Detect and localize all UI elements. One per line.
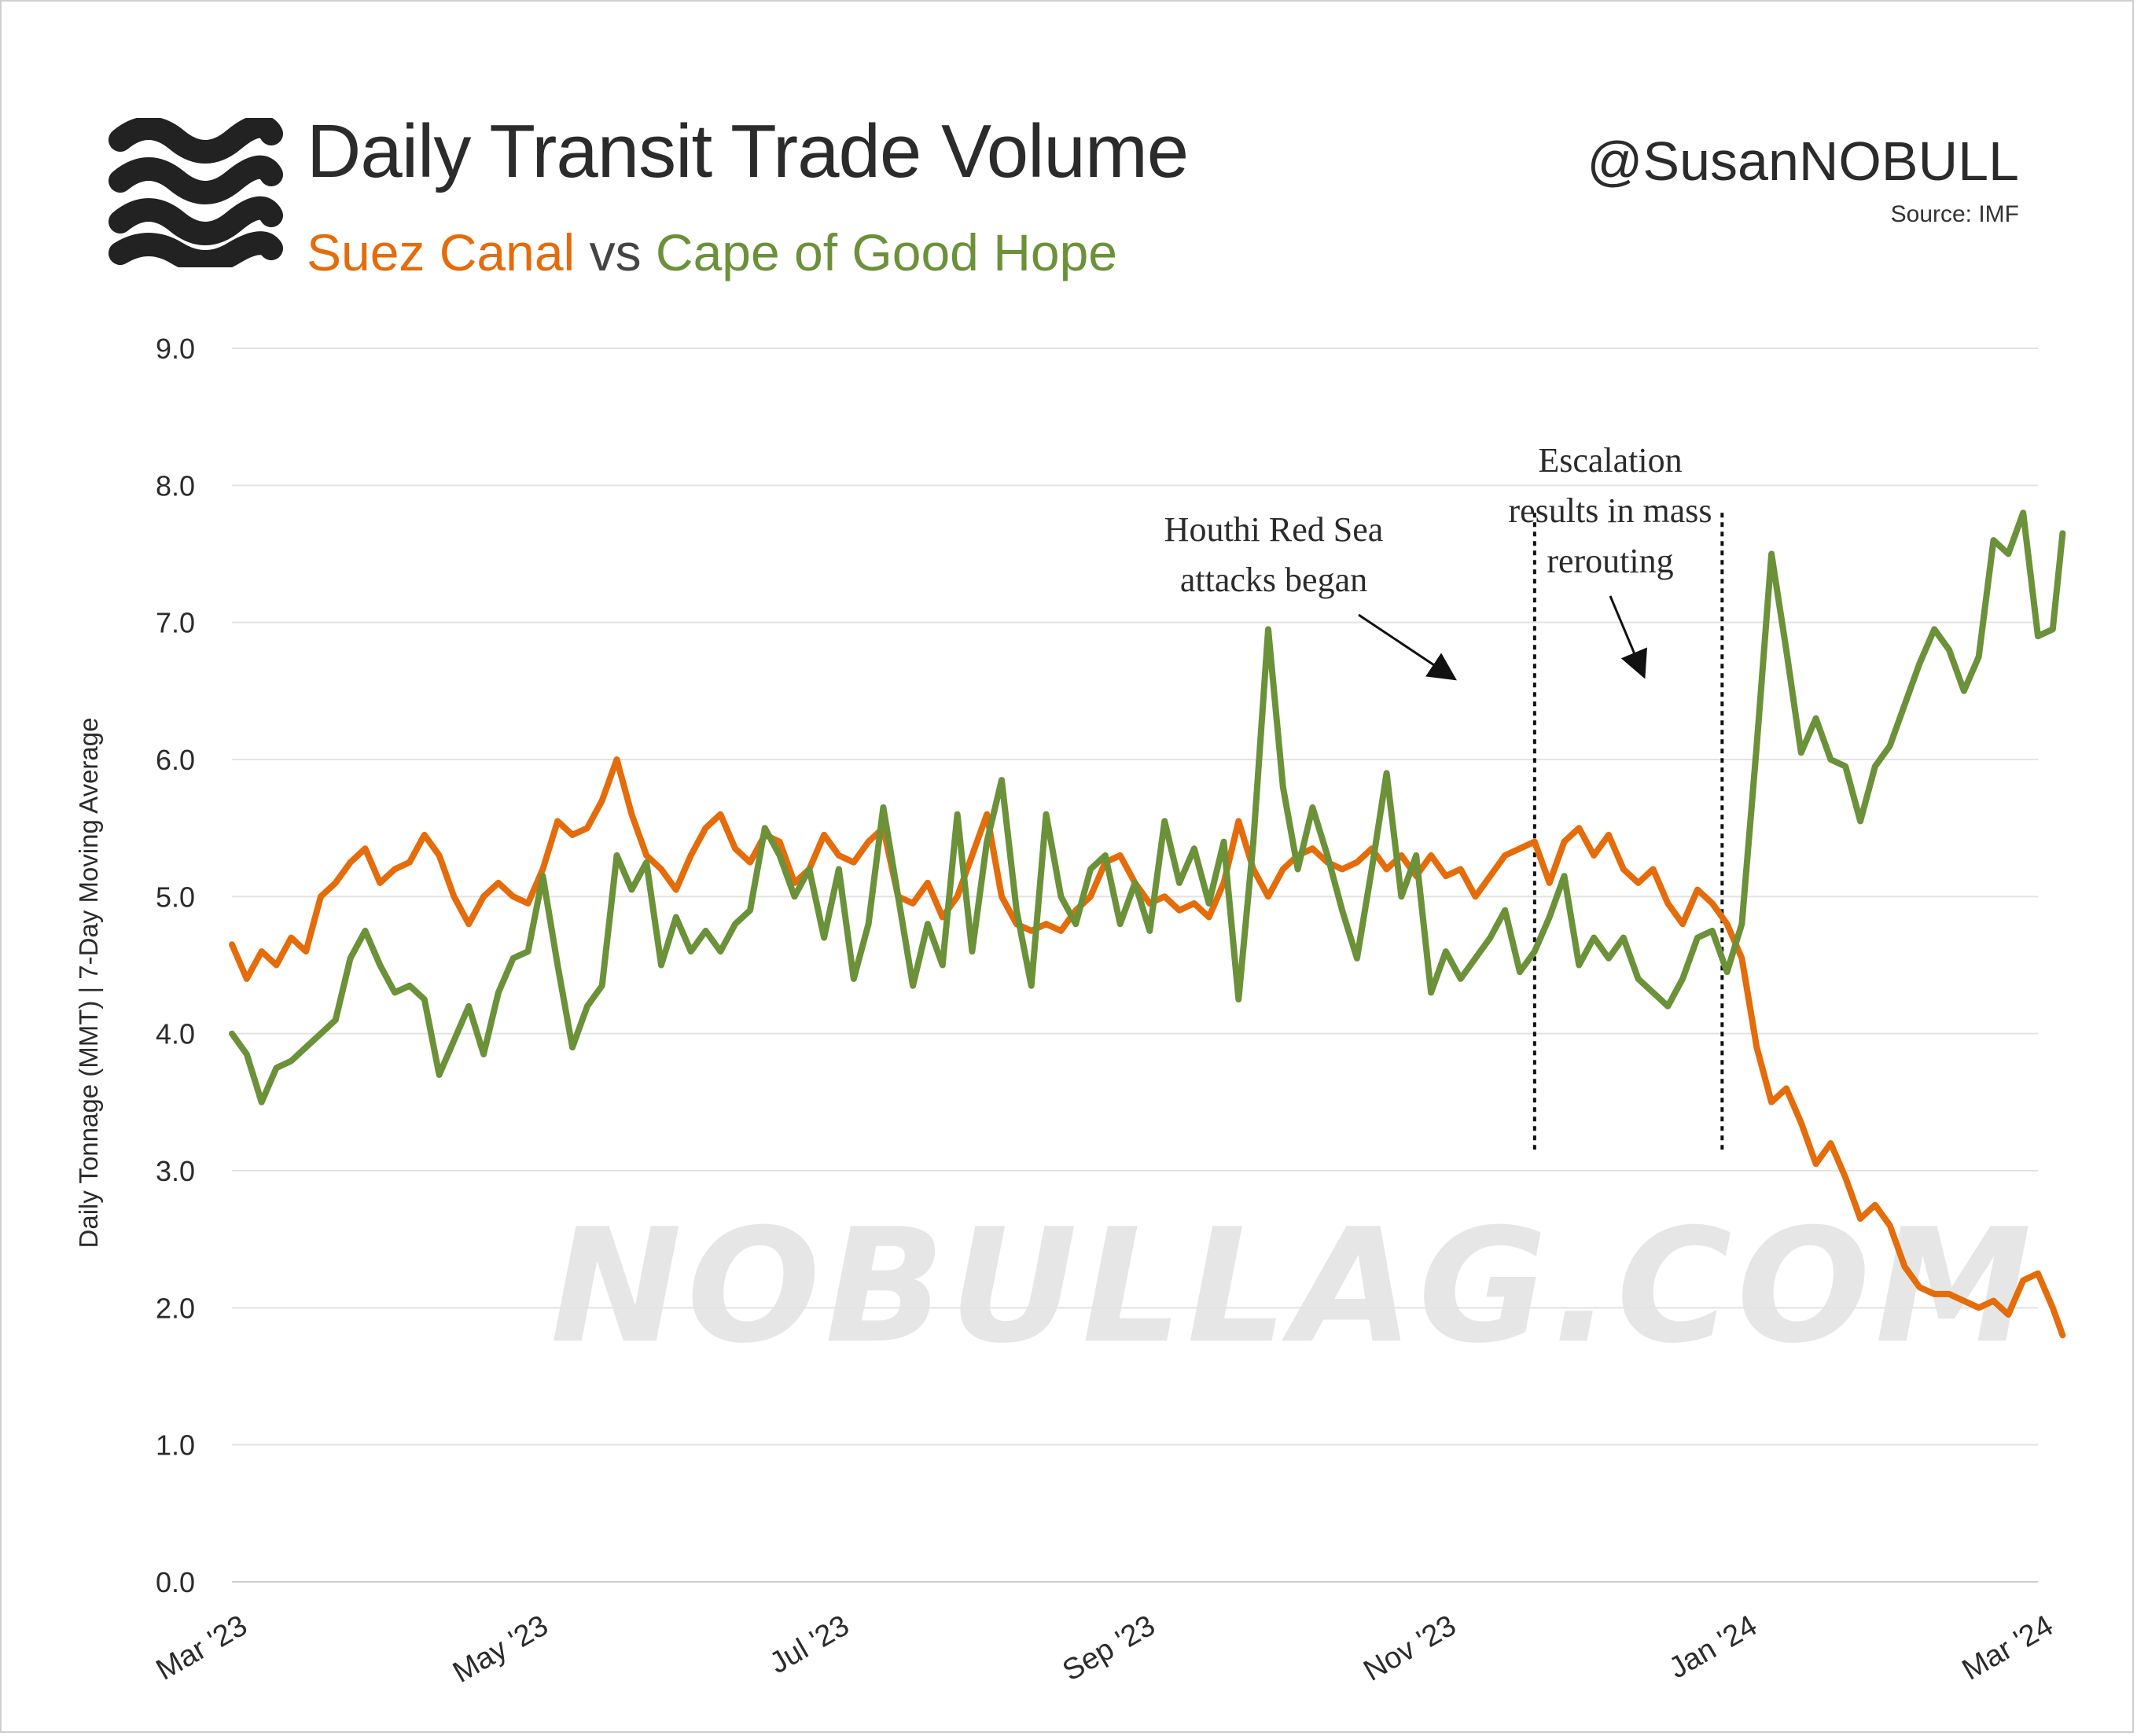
y-tick-label: 9.0 (156, 333, 195, 365)
y-tick-label: 2.0 (156, 1292, 195, 1324)
annotation-text: attacks began (1180, 561, 1367, 599)
x-tick-labels: Mar '23 May '23 Jul '23 Sep '23 Nov '23 Jan '… (151, 1609, 2059, 1689)
y-tick-label: 6.0 (156, 744, 195, 776)
annotation-text: rerouting (1547, 542, 1673, 580)
chart-subtitle: Suez Canal vs Cape of Good Hope (307, 223, 1117, 282)
chart-title: Daily Transit Trade Volume (307, 109, 1189, 193)
y-tick-label: 3.0 (156, 1155, 195, 1187)
author-handle: @SusanNOBULL (1587, 131, 2019, 192)
annotation-arrow (1609, 595, 1647, 679)
y-tick-label: 0.0 (156, 1566, 195, 1598)
annotations: Houthi Red Sea attacks began Escalation res… (1164, 441, 1724, 1150)
x-tick-label: May '23 (447, 1609, 554, 1689)
series-line-suez-canal (229, 756, 2066, 1339)
x-tick-label: Mar '23 (151, 1609, 253, 1686)
y-tick-label: 7.0 (156, 607, 195, 639)
x-tick-label: Mar '24 (1957, 1609, 2059, 1686)
y-tick-label: 4.0 (156, 1018, 195, 1050)
y-tick-labels: 0.0 1.0 2.0 3.0 4.0 5.0 6.0 7.0 8.0 9.0 (156, 333, 195, 1598)
subtitle-vs: vs (589, 223, 642, 281)
annotation-text: results in mass (1508, 491, 1712, 530)
subtitle-cape: Cape of Good Hope (655, 223, 1117, 281)
x-tick-label: Jan '24 (1664, 1609, 1763, 1685)
annotation-text: Escalation (1538, 441, 1682, 480)
annotation-arrow (1358, 613, 1457, 681)
x-tick-label: Jul '23 (764, 1609, 855, 1680)
source-note: Source: IMF (1890, 201, 2019, 227)
annotation-text: Houthi Red Sea (1164, 510, 1384, 549)
series-lines (229, 509, 2066, 1339)
y-tick-label: 1.0 (156, 1429, 195, 1462)
y-tick-label: 8.0 (156, 469, 195, 502)
watermark: NOBULLAG.COM (550, 1195, 2036, 1378)
x-tick-label: Sep '23 (1057, 1609, 1161, 1687)
subtitle-suez: Suez Canal (307, 223, 576, 281)
grid-lines (232, 348, 2038, 1583)
x-tick-label: Nov '23 (1359, 1609, 1462, 1687)
series-line-cape-of-good-hope (229, 509, 2066, 1105)
y-tick-label: 5.0 (156, 881, 195, 913)
y-axis-label: Daily Tonnage (MMT) | 7-Day Moving Avera… (74, 718, 103, 1249)
waves-icon (109, 118, 283, 267)
